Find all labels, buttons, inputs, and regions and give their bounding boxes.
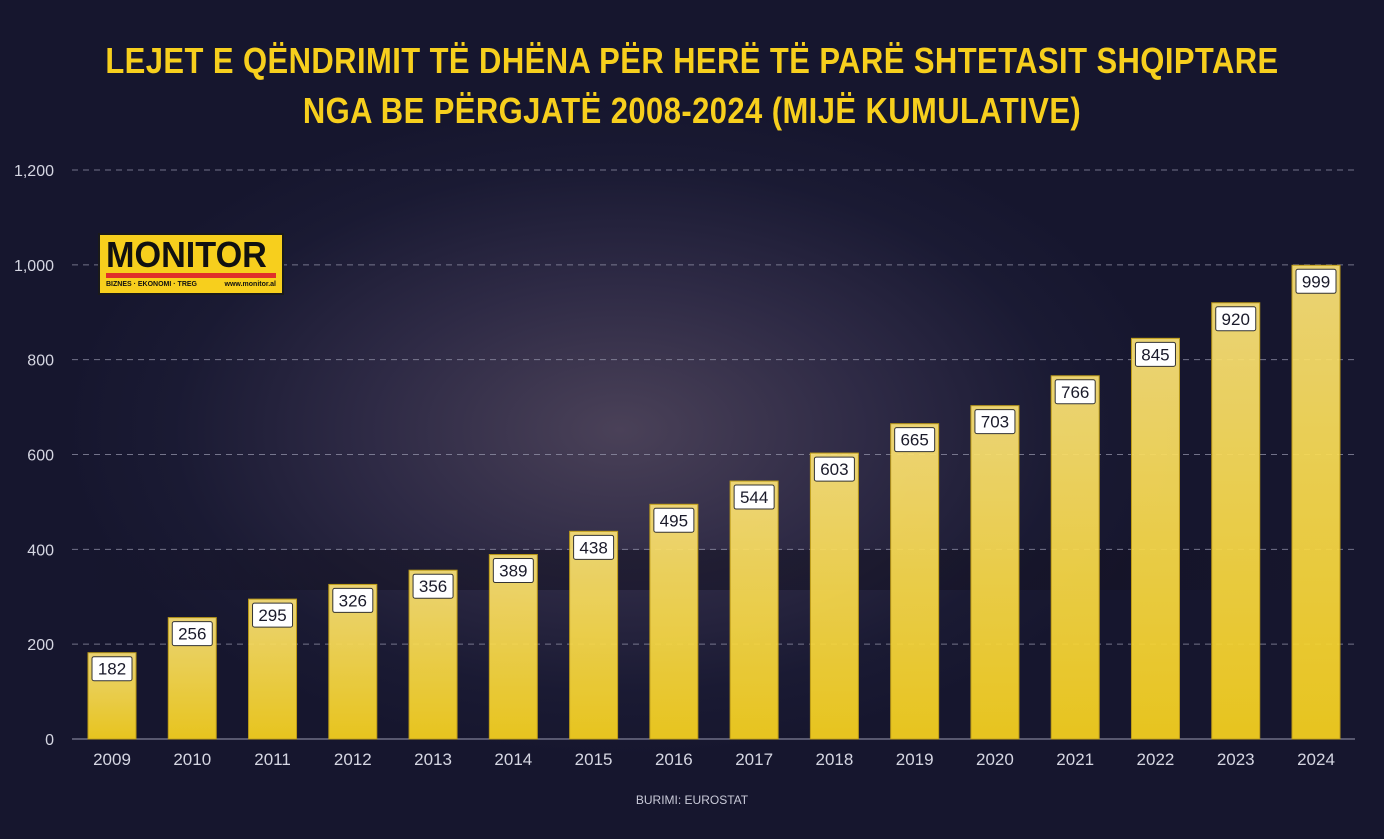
data-label-box (492, 558, 534, 584)
title-line-2: NGA BE PËRGJATË 2008-2024 (MIJË KUMULATI… (302, 90, 1082, 131)
y-tick-label: 1,000 (14, 258, 54, 275)
x-tick-label: 2010 (173, 750, 211, 769)
x-tick-label: 2020 (976, 750, 1014, 769)
bar (1291, 264, 1341, 740)
data-label: 544 (740, 488, 768, 507)
x-tick-label: 2024 (1297, 750, 1335, 769)
data-label-box (332, 587, 374, 613)
bar (1050, 375, 1100, 740)
logo-web: www.monitor.al (224, 281, 276, 288)
data-label-box (894, 427, 936, 453)
x-tick-label: 2023 (1217, 750, 1255, 769)
data-label-box (91, 656, 133, 682)
data-label: 495 (660, 511, 688, 530)
y-tick-label: 0 (45, 732, 54, 749)
x-tick-label: 2016 (655, 750, 693, 769)
x-tick-label: 2011 (254, 750, 291, 769)
bar (649, 503, 699, 740)
bar (729, 480, 779, 740)
data-label-box (813, 456, 855, 482)
data-label-box (1054, 379, 1096, 405)
data-label-box (1295, 268, 1337, 294)
x-tick-label: 2009 (93, 750, 131, 769)
bar (488, 554, 538, 740)
y-tick-label: 1,200 (14, 163, 54, 180)
x-tick-label: 2014 (494, 750, 532, 769)
data-label: 766 (1061, 383, 1089, 402)
data-label: 920 (1222, 310, 1250, 329)
data-label-box (171, 621, 213, 647)
bar (1130, 337, 1180, 740)
x-tick-label: 2017 (735, 750, 773, 769)
data-label-box (1134, 341, 1176, 367)
monitor-logo: MONITOR BIZNES · EKONOMI · TREG www.moni… (98, 233, 284, 295)
data-label-box (653, 507, 695, 533)
data-label-box (733, 484, 775, 510)
bar (569, 530, 619, 740)
title-line-1: LEJET E QËNDRIMIT TË DHËNA PËR HERË TË P… (105, 40, 1279, 81)
data-label: 603 (820, 460, 848, 479)
bar (890, 423, 940, 740)
y-tick-label: 600 (27, 448, 54, 465)
data-label: 326 (339, 591, 367, 610)
source-note: BURIMI: EUROSTAT (635, 793, 749, 807)
data-label: 182 (98, 660, 126, 679)
chart-title: LEJET E QËNDRIMIT TË DHËNA PËR HERË TË P… (97, 36, 1287, 136)
x-tick-label: 2013 (414, 750, 452, 769)
logo-red-stripe (106, 273, 276, 278)
data-label-box (252, 602, 294, 628)
data-label-box (412, 573, 454, 599)
data-label-box (573, 534, 615, 560)
x-tick-label: 2018 (815, 750, 853, 769)
data-label-box (974, 409, 1016, 435)
data-label: 256 (178, 625, 206, 644)
data-label: 999 (1302, 272, 1330, 291)
x-tick-label: 2021 (1056, 750, 1094, 769)
data-label: 389 (499, 562, 527, 581)
y-tick-label: 200 (27, 637, 54, 654)
bar (809, 452, 859, 740)
bar (970, 405, 1020, 740)
y-tick-label: 400 (27, 542, 54, 559)
data-label: 438 (579, 538, 607, 557)
data-label: 356 (419, 577, 447, 596)
x-tick-label: 2022 (1137, 750, 1175, 769)
x-tick-label: 2019 (896, 750, 934, 769)
logo-name: MONITOR (106, 234, 267, 275)
logo-tagline: BIZNES · EKONOMI · TREG (106, 281, 197, 288)
data-label: 295 (258, 606, 286, 625)
data-label: 665 (900, 431, 928, 450)
x-tick-label: 2015 (575, 750, 613, 769)
bar (1211, 302, 1261, 740)
data-label: 845 (1141, 345, 1169, 364)
data-label-box (1215, 306, 1257, 332)
x-tick-label: 2012 (334, 750, 372, 769)
data-label: 703 (981, 413, 1009, 432)
y-tick-label: 800 (27, 353, 54, 370)
